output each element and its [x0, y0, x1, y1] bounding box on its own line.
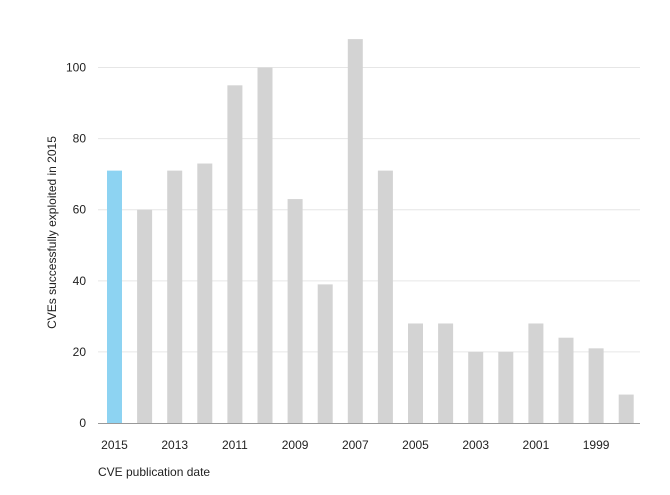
y-axis-title: CVEs successfully exploited in 2015	[45, 136, 59, 329]
bar-2000	[558, 337, 574, 423]
y-tick-label: 20	[73, 345, 87, 359]
x-tick-label-1999: 1999	[583, 438, 610, 452]
x-tick-label-2005: 2005	[402, 438, 429, 452]
bar-1998	[618, 394, 634, 423]
bar-2009	[287, 199, 303, 423]
x-tick-label-2013: 2013	[161, 438, 188, 452]
x-tick-label-2001: 2001	[523, 438, 550, 452]
x-axis-title: CVE publication date	[98, 465, 210, 479]
x-tick-label-2007: 2007	[342, 438, 369, 452]
bars	[107, 39, 634, 424]
x-tick-label-2015: 2015	[101, 438, 128, 452]
bar-2008	[317, 284, 333, 423]
gridlines	[98, 67, 640, 353]
bar-2011	[227, 85, 243, 424]
x-tick-label-2009: 2009	[282, 438, 309, 452]
y-tick-label: 40	[73, 274, 87, 288]
bar-2006	[377, 170, 393, 423]
bar-2014	[137, 209, 153, 423]
bar-2003	[468, 351, 484, 423]
bar-2012	[197, 163, 213, 423]
x-tick-labels: 2015 2013 2011 2009 2007 2005 2003 2001 1999	[101, 438, 610, 452]
y-tick-label: 60	[73, 203, 87, 217]
bar-2007	[347, 39, 363, 423]
x-tick-label-2011: 2011	[222, 438, 248, 452]
bar-2001	[528, 323, 544, 423]
x-tick-label-2003: 2003	[462, 438, 489, 452]
y-tick-label: 100	[66, 61, 86, 75]
y-tick-labels: 0 20 40 60 80 100	[66, 61, 86, 430]
bar-2002	[498, 351, 514, 423]
bar-1999	[588, 348, 604, 423]
bar-2005	[408, 323, 423, 423]
bar-2004	[438, 323, 454, 423]
y-tick-label: 80	[73, 132, 87, 146]
y-tick-label: 0	[79, 416, 86, 430]
bar-2010	[257, 67, 273, 423]
bar-2015	[107, 170, 122, 423]
bar-2013	[167, 170, 183, 423]
